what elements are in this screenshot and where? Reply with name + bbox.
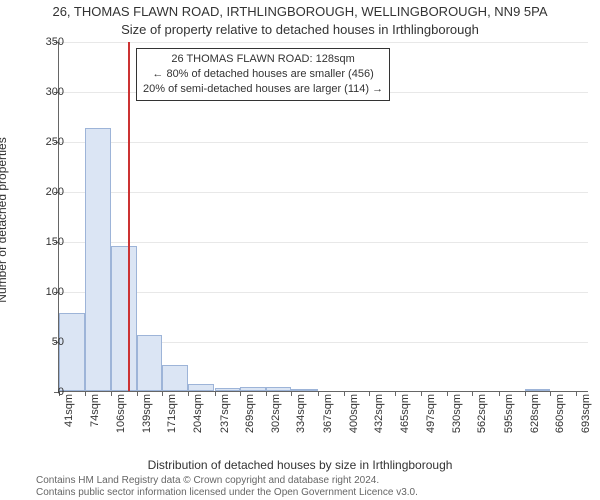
y-tick-label: 100 [46, 286, 64, 298]
x-tick-mark [447, 391, 448, 396]
x-tick-mark [291, 391, 292, 396]
x-tick-label: 269sqm [244, 394, 256, 433]
x-tick-mark [395, 391, 396, 396]
x-tick-mark [111, 391, 112, 396]
x-tick-label: 302sqm [270, 394, 282, 433]
histogram-bar [266, 387, 291, 391]
x-tick-mark [550, 391, 551, 396]
histogram-bar [111, 246, 137, 391]
x-tick-label: 693sqm [580, 394, 592, 433]
annotation-line2: ← 80% of detached houses are smaller (45… [143, 67, 383, 82]
x-tick-label: 562sqm [476, 394, 488, 433]
x-tick-mark [421, 391, 422, 396]
annotation-box: 26 THOMAS FLAWN ROAD: 128sqm ← 80% of de… [136, 48, 390, 101]
gridline [59, 242, 588, 243]
x-tick-mark [188, 391, 189, 396]
y-tick-label: 350 [46, 36, 64, 48]
x-tick-label: 41sqm [63, 394, 75, 427]
y-tick-label: 150 [46, 236, 64, 248]
x-tick-label: 237sqm [219, 394, 231, 433]
histogram-bar [59, 313, 85, 391]
histogram-bar [188, 384, 214, 391]
histogram-bar [240, 387, 266, 391]
x-tick-label: 660sqm [554, 394, 566, 433]
gridline [59, 142, 588, 143]
histogram-bar [525, 389, 550, 391]
histogram-bar [291, 389, 317, 391]
x-tick-mark [369, 391, 370, 396]
x-axis-label: Distribution of detached houses by size … [0, 458, 600, 472]
x-tick-label: 432sqm [373, 394, 385, 433]
x-tick-mark [576, 391, 577, 396]
x-tick-mark [525, 391, 526, 396]
histogram-bar [137, 335, 162, 391]
x-tick-label: 171sqm [166, 394, 178, 433]
y-tick-label: 0 [58, 386, 64, 398]
y-tick-label: 50 [52, 336, 64, 348]
footer-line2: Contains public sector information licen… [36, 487, 418, 498]
footer-line1: Contains HM Land Registry data © Crown c… [36, 475, 379, 486]
x-tick-label: 74sqm [89, 394, 101, 427]
x-tick-label: 628sqm [529, 394, 541, 433]
x-tick-label: 334sqm [295, 394, 307, 433]
x-tick-mark [472, 391, 473, 396]
x-tick-label: 367sqm [322, 394, 334, 433]
histogram-bar [162, 365, 188, 391]
marker-line [128, 42, 130, 391]
x-tick-label: 595sqm [503, 394, 515, 433]
plot-area: 41sqm74sqm106sqm139sqm171sqm204sqm237sqm… [58, 42, 588, 392]
x-tick-mark [162, 391, 163, 396]
chart-title-line1: 26, THOMAS FLAWN ROAD, IRTHLINGBOROUGH, … [0, 4, 600, 19]
y-tick-label: 200 [46, 186, 64, 198]
x-tick-mark [499, 391, 500, 396]
chart-container: 26, THOMAS FLAWN ROAD, IRTHLINGBOROUGH, … [0, 0, 600, 500]
x-tick-mark [215, 391, 216, 396]
chart-title-line2: Size of property relative to detached ho… [0, 22, 600, 37]
x-tick-label: 465sqm [399, 394, 411, 433]
annotation-line1: 26 THOMAS FLAWN ROAD: 128sqm [143, 52, 383, 67]
gridline [59, 42, 588, 43]
x-tick-label: 400sqm [348, 394, 360, 433]
x-tick-mark [266, 391, 267, 396]
y-axis-label: Number of detached properties [0, 55, 9, 220]
gridline [59, 192, 588, 193]
gridline [59, 292, 588, 293]
x-tick-mark [137, 391, 138, 396]
annotation-line3: 20% of semi-detached houses are larger (… [143, 82, 383, 97]
x-tick-label: 497sqm [425, 394, 437, 433]
x-tick-label: 139sqm [141, 394, 153, 433]
x-tick-mark [240, 391, 241, 396]
y-tick-label: 300 [46, 86, 64, 98]
x-tick-label: 106sqm [115, 394, 127, 433]
x-tick-mark [318, 391, 319, 396]
histogram-bar [85, 128, 110, 391]
x-tick-label: 530sqm [451, 394, 463, 433]
x-tick-mark [85, 391, 86, 396]
x-tick-label: 204sqm [192, 394, 204, 433]
x-tick-mark [344, 391, 345, 396]
y-tick-label: 250 [46, 136, 64, 148]
histogram-bar [215, 388, 240, 391]
